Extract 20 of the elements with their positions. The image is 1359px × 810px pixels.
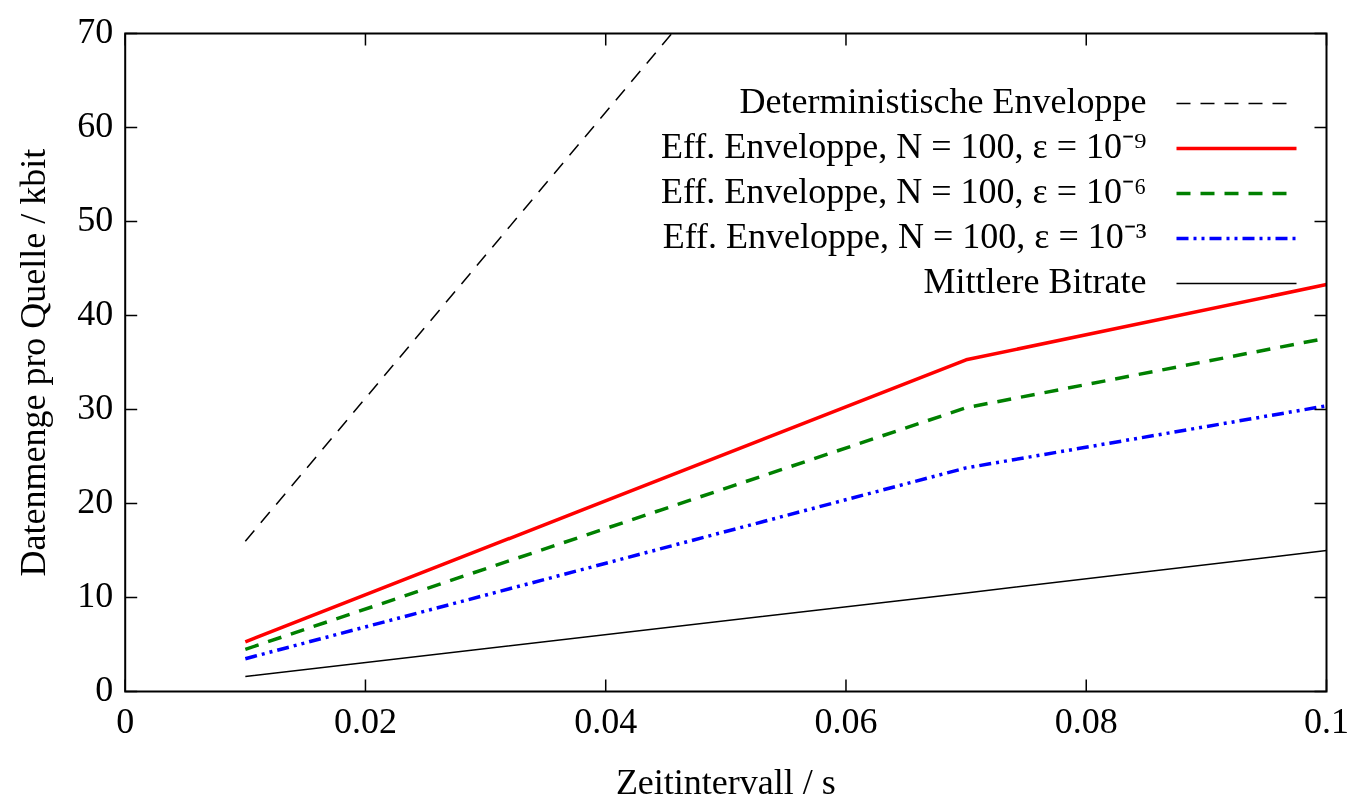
y-tick-label: 30 [77, 387, 114, 428]
y-tick-label: 10 [77, 575, 114, 616]
y-tick-label: 70 [77, 11, 114, 52]
x-axis-title: Zeitintervall / s [615, 761, 836, 802]
y-tick-label: 40 [77, 293, 114, 334]
x-tick-label: 0.02 [333, 700, 397, 741]
x-tick-label: 0.08 [1054, 700, 1118, 741]
y-tick-label: 60 [77, 105, 114, 146]
x-tick-label: 0.1 [1304, 700, 1349, 741]
legend-label: Eff. Enveloppe, N = 100, ε = 10⁻⁶ [660, 171, 1147, 212]
y-tick-label: 0 [95, 669, 114, 710]
legend-label: Eff. Enveloppe, N = 100, ε = 10⁻³ [662, 216, 1147, 257]
x-tick-label: 0.04 [574, 700, 638, 741]
y-axis-title: Datenmenge pro Quelle / kbit [13, 148, 54, 577]
legend-label: Eff. Enveloppe, N = 100, ε = 10⁻⁹ [660, 126, 1147, 167]
legend-label: Mittlere Bitrate [923, 261, 1147, 302]
legend-label: Deterministische Enveloppe [739, 81, 1147, 122]
y-tick-label: 20 [77, 481, 114, 522]
y-tick-label: 50 [77, 199, 114, 240]
x-tick-label: 0.06 [814, 700, 878, 741]
